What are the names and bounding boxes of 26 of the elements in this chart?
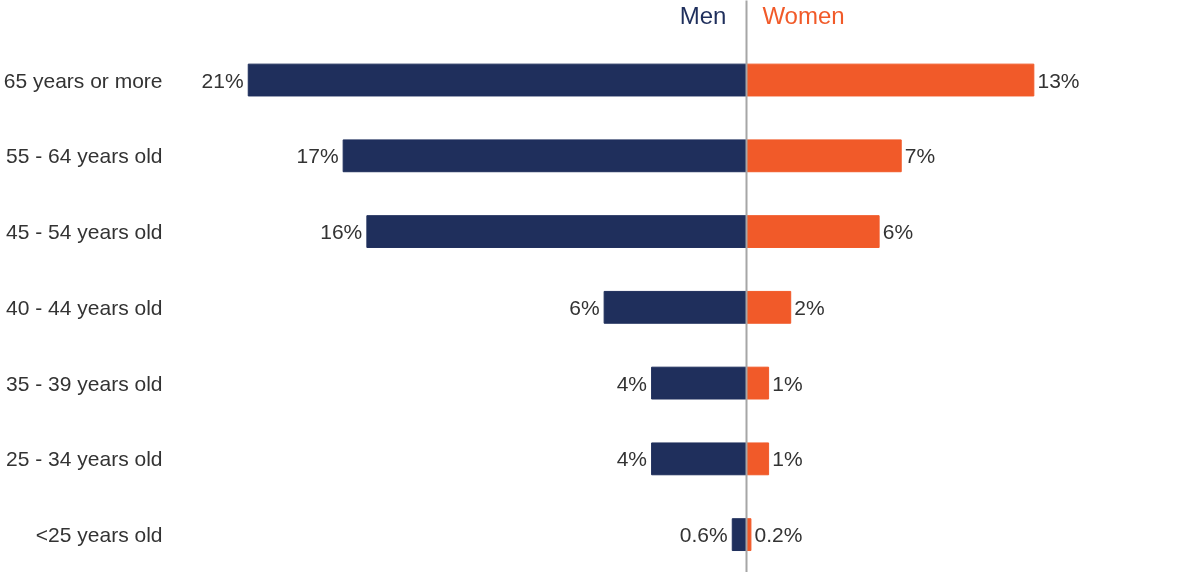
bar bbox=[746, 290, 792, 324]
data-label: 4% bbox=[616, 371, 648, 395]
data-label: 16% bbox=[320, 220, 363, 244]
data-label: 6% bbox=[882, 220, 914, 244]
data-label: 21% bbox=[201, 68, 244, 92]
data-label: 6% bbox=[569, 295, 600, 319]
data-label: 7% bbox=[904, 144, 936, 168]
data-label: 0.2% bbox=[754, 523, 803, 547]
data-label: 1% bbox=[772, 371, 803, 395]
data-label: 13% bbox=[1037, 68, 1080, 92]
y-tick-label: <25 years old bbox=[35, 523, 163, 547]
y-tick-label: 35 - 39 years old bbox=[6, 371, 163, 395]
series-label: Men bbox=[679, 2, 727, 30]
bar bbox=[746, 366, 770, 400]
bar bbox=[746, 442, 770, 476]
y-tick-label: 65 years or more bbox=[3, 68, 163, 92]
series-label: Women bbox=[762, 2, 845, 30]
y-tick-label: 55 - 64 years old bbox=[6, 144, 163, 168]
y-tick-label: 45 - 54 years old bbox=[6, 220, 163, 244]
data-label: 4% bbox=[616, 447, 648, 471]
data-label: 2% bbox=[794, 295, 825, 319]
data-label: 1% bbox=[772, 447, 803, 471]
y-tick-label: 40 - 44 years old bbox=[6, 295, 163, 319]
y-tick-label: 25 - 34 years old bbox=[6, 447, 163, 471]
data-label: 0.6% bbox=[679, 523, 728, 547]
data-label: 17% bbox=[296, 144, 339, 168]
